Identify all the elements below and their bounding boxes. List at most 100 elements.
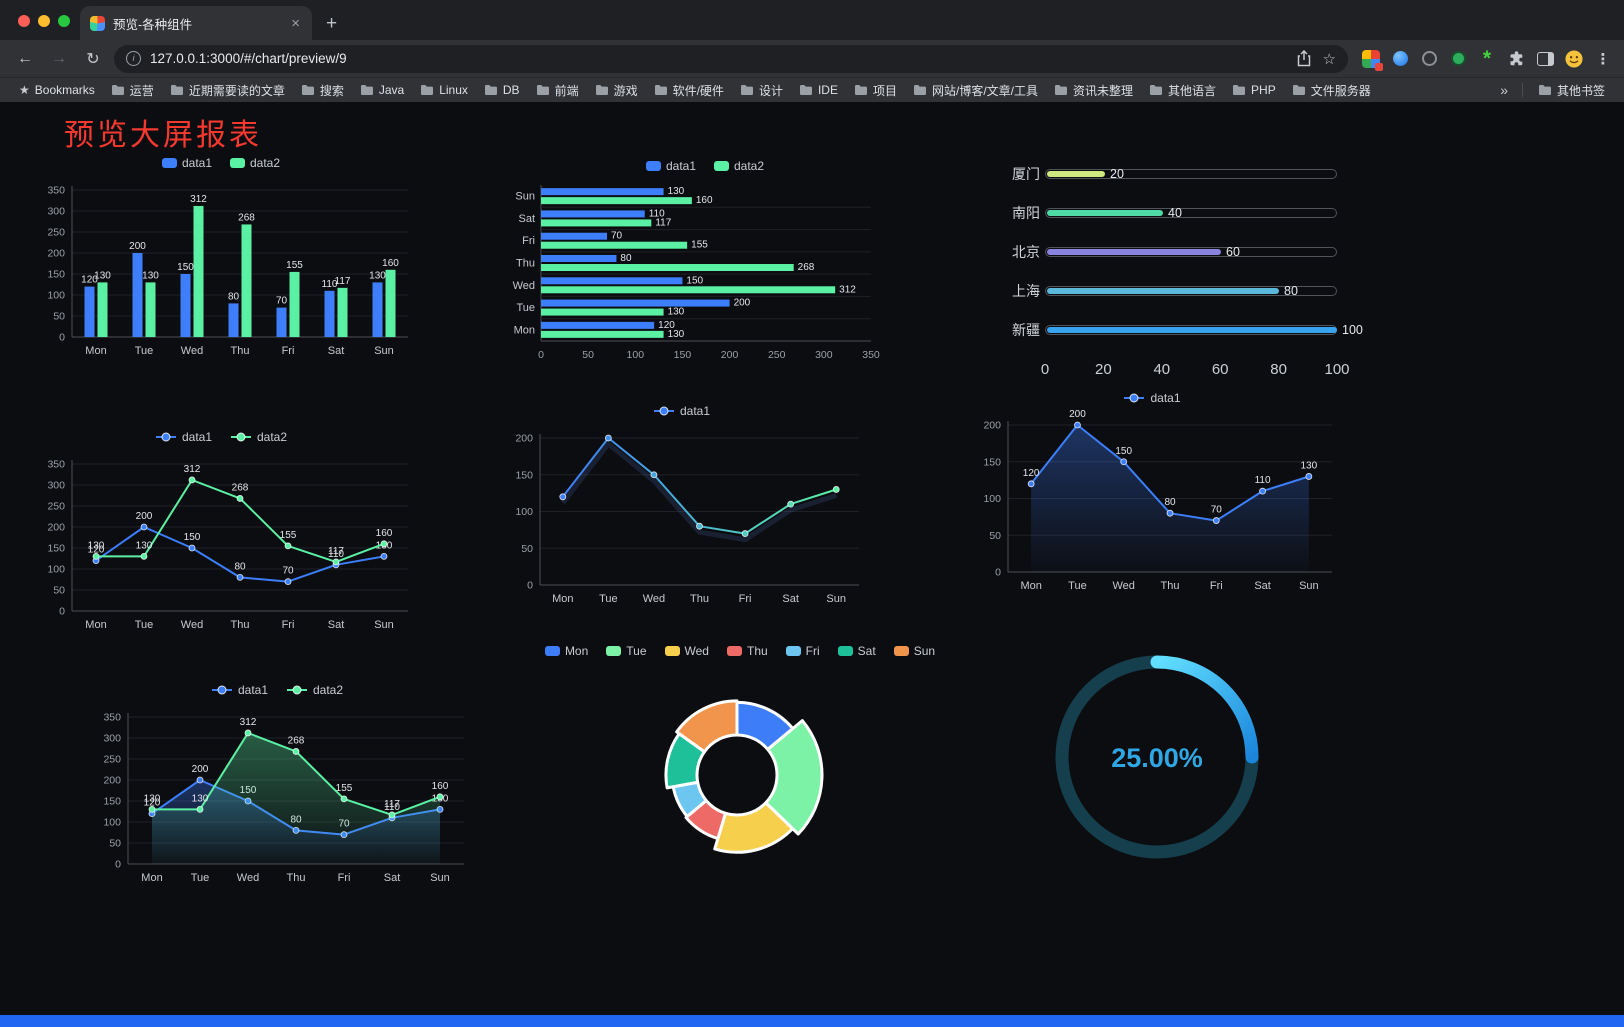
bookmark-item[interactable]: PHP	[1225, 81, 1283, 99]
svg-text:Fri: Fri	[739, 593, 752, 605]
legend-item-Fri[interactable]: Fri	[785, 644, 820, 658]
svg-text:312: 312	[240, 717, 257, 728]
svg-text:Tue: Tue	[1068, 580, 1087, 592]
bookmark-item[interactable]: Linux	[413, 81, 475, 99]
bookmark-item[interactable]: IDE	[792, 81, 845, 99]
extension-drop-icon[interactable]	[1392, 51, 1408, 66]
legend-item-data1[interactable]: data1	[653, 404, 710, 418]
legend-item-Tue[interactable]: Tue	[606, 644, 647, 658]
site-info-icon[interactable]: i	[126, 51, 141, 66]
svg-text:117: 117	[335, 276, 351, 287]
browser-tab[interactable]: 预览-各种组件 ×	[80, 6, 312, 40]
svg-text:250: 250	[103, 754, 121, 766]
legend-item-data2[interactable]: data2	[230, 156, 280, 170]
progress-city-label: 新疆	[1012, 321, 1040, 338]
chart-gradient-line: data1 0 50 100 150 200 Mon Tue Wed Thu Fri Sat Sun	[494, 400, 869, 616]
progress-row: 新疆 100	[1012, 310, 1370, 349]
legend-item-data1[interactable]: data1	[211, 683, 268, 697]
svg-text:200: 200	[103, 775, 121, 787]
legend-item-Thu[interactable]: Thu	[726, 644, 768, 658]
svg-text:Thu: Thu	[287, 872, 306, 884]
extension-green-circle-icon[interactable]	[1450, 51, 1466, 66]
legend-item-data2[interactable]: data2	[286, 683, 343, 697]
bookmark-item[interactable]: 其他语言	[1142, 80, 1223, 101]
svg-text:130: 130	[142, 270, 159, 281]
tab-close-icon[interactable]: ×	[291, 14, 300, 32]
zoom-window-button[interactable]	[58, 15, 70, 27]
donut-slice-Wed[interactable]	[713, 801, 795, 854]
legend-item-Sun[interactable]: Sun	[893, 644, 935, 658]
bookmark-item[interactable]: 网站/博客/文章/工具	[906, 80, 1045, 101]
bookmarks-star-icon: ★	[19, 83, 30, 97]
svg-text:268: 268	[288, 735, 305, 746]
svg-text:300: 300	[815, 349, 833, 361]
sidebar-toggle-icon[interactable]	[1536, 51, 1554, 66]
bookmark-item[interactable]: 近期需要读的文章	[163, 80, 292, 101]
bookmark-item[interactable]: 资讯未整理	[1047, 80, 1140, 101]
svg-text:130: 130	[1301, 460, 1318, 471]
bookmark-item[interactable]: 项目	[847, 80, 904, 101]
folder-icon	[1292, 85, 1305, 95]
legend-item-Mon[interactable]: Mon	[544, 644, 588, 658]
svg-text:0: 0	[538, 349, 544, 361]
legend-item-data1[interactable]: data1	[645, 159, 696, 173]
bookmark-item[interactable]: 游戏	[588, 80, 645, 101]
extension-green-star-icon[interactable]: *	[1482, 46, 1492, 70]
svg-text:Wed: Wed	[237, 872, 259, 884]
bookmark-item[interactable]: 前端	[529, 80, 586, 101]
close-window-button[interactable]	[18, 15, 30, 27]
bookmark-item[interactable]: 其他书签	[1531, 80, 1612, 101]
legend-item-Wed[interactable]: Wed	[664, 644, 709, 658]
bookmark-item[interactable]: 运营	[104, 80, 161, 101]
legend-swatch	[544, 646, 560, 656]
progress-track: 100	[1045, 323, 1363, 337]
back-button[interactable]: ←	[17, 49, 33, 67]
chart-plot: 0 50 100 150 200 250 300 350 Mon 120 130 Tue 200 130 W…	[505, 177, 905, 371]
legend-swatch	[161, 158, 177, 168]
folder-icon	[1150, 85, 1163, 95]
legend-item-data2[interactable]: data2	[714, 159, 764, 173]
svg-text:130: 130	[668, 186, 685, 197]
profile-avatar[interactable]	[1565, 49, 1583, 68]
reload-button[interactable]: ↻	[86, 50, 100, 68]
url-text[interactable]: 127.0.0.1:3000/#/chart/preview/9	[150, 51, 347, 66]
svg-text:150: 150	[1115, 446, 1132, 457]
bookmark-item[interactable]: 设计	[733, 80, 790, 101]
svg-text:Sun: Sun	[1299, 580, 1319, 592]
legend-item-data1[interactable]: data1	[1123, 391, 1181, 405]
legend-line-icon	[211, 685, 232, 695]
extension-ring-icon[interactable]	[1421, 51, 1437, 66]
legend-item-data1[interactable]: data1	[161, 156, 212, 170]
bookmark-star-icon[interactable]: ☆	[1322, 50, 1336, 68]
extension-colorful-icon[interactable]	[1362, 49, 1383, 71]
bookmark-item[interactable]: ★ Bookmarks	[12, 81, 102, 99]
legend-item-data2[interactable]: data2	[230, 430, 287, 444]
legend-item-data1[interactable]: data1	[155, 430, 212, 444]
gauge-value-label: 25.00%	[1111, 743, 1203, 773]
donut-slice-Tue[interactable]	[764, 719, 824, 836]
bookmark-item[interactable]: DB	[477, 81, 527, 99]
svg-text:160: 160	[382, 258, 399, 269]
bookmark-item[interactable]: Java	[353, 81, 411, 99]
svg-text:Tue: Tue	[135, 345, 154, 357]
legend-item-Sat[interactable]: Sat	[837, 644, 876, 658]
bookmark-item[interactable]: 软件/硬件	[647, 80, 731, 101]
svg-text:155: 155	[280, 530, 297, 541]
new-tab-button[interactable]: +	[326, 13, 338, 34]
bookmarks-overflow-chevron[interactable]: »	[1500, 82, 1508, 98]
progress-row: 南阳 40	[1012, 193, 1370, 232]
donut-slice-Sun[interactable]	[675, 699, 739, 754]
legend-label: data1	[1150, 391, 1181, 405]
svg-text:Sat: Sat	[1254, 580, 1271, 592]
extensions-puzzle-icon[interactable]	[1507, 50, 1525, 68]
address-bar[interactable]: i 127.0.0.1:3000/#/chart/preview/9 ☆	[114, 44, 1348, 73]
forward-button[interactable]: →	[51, 49, 67, 67]
share-icon[interactable]	[1297, 50, 1311, 67]
bookmark-item[interactable]: 文件服务器	[1285, 80, 1378, 101]
bookmark-label: Linux	[439, 83, 468, 97]
browser-menu-icon[interactable]: ⋮	[1595, 50, 1611, 68]
bookmark-item[interactable]: 搜索	[294, 80, 351, 101]
legend-swatch	[726, 646, 742, 656]
legend-swatch	[230, 158, 245, 168]
minimize-window-button[interactable]	[38, 15, 50, 27]
